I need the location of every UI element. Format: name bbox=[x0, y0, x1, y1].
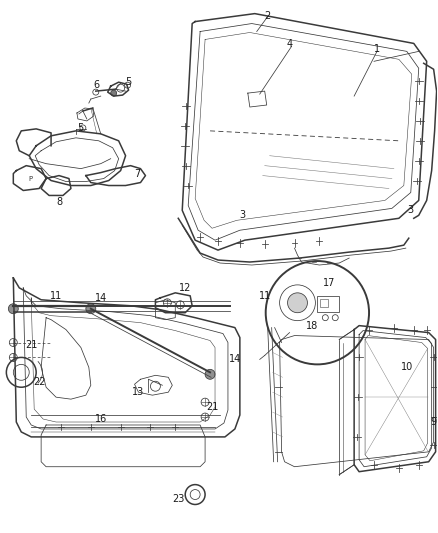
Text: 3: 3 bbox=[408, 205, 414, 215]
Text: 18: 18 bbox=[306, 321, 318, 330]
Text: 3: 3 bbox=[240, 211, 246, 220]
Text: 22: 22 bbox=[33, 377, 46, 387]
Circle shape bbox=[288, 293, 307, 313]
Text: 11: 11 bbox=[258, 291, 271, 301]
Text: 6: 6 bbox=[94, 80, 100, 90]
Text: 2: 2 bbox=[265, 11, 271, 21]
Bar bbox=[318, 296, 339, 312]
Text: 16: 16 bbox=[95, 414, 107, 424]
Text: 4: 4 bbox=[286, 39, 293, 50]
Text: 14: 14 bbox=[95, 293, 107, 303]
Text: 5: 5 bbox=[125, 77, 132, 87]
Text: 23: 23 bbox=[172, 494, 184, 504]
Text: 12: 12 bbox=[179, 283, 191, 293]
Text: 14: 14 bbox=[229, 354, 241, 365]
Circle shape bbox=[8, 304, 18, 314]
Text: 21: 21 bbox=[206, 402, 218, 412]
Text: 10: 10 bbox=[401, 362, 413, 373]
Text: 9: 9 bbox=[431, 417, 437, 427]
Circle shape bbox=[86, 304, 96, 314]
Text: 13: 13 bbox=[132, 387, 145, 397]
Text: 1: 1 bbox=[374, 44, 380, 54]
Text: P: P bbox=[28, 175, 32, 182]
Bar bbox=[320, 299, 328, 307]
Text: 17: 17 bbox=[323, 278, 336, 288]
Text: 21: 21 bbox=[25, 341, 37, 351]
Text: 8: 8 bbox=[56, 197, 62, 207]
Text: 7: 7 bbox=[134, 168, 141, 179]
Circle shape bbox=[111, 90, 117, 96]
Text: 11: 11 bbox=[50, 291, 62, 301]
Circle shape bbox=[205, 369, 215, 379]
Text: 5: 5 bbox=[77, 123, 83, 133]
